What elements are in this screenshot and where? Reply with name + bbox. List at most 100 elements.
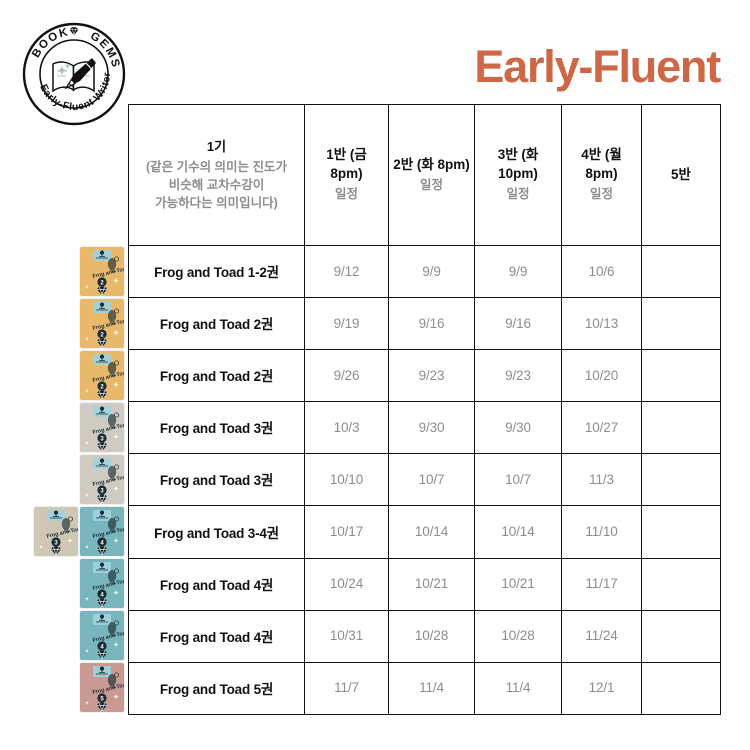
page-title: Early-Fluent: [474, 41, 721, 92]
schedule-date-cell: 10/3: [304, 401, 389, 455]
schedule-date: 10/6: [588, 263, 615, 279]
book-cover-thumbnail: Frog and Toad 3: [34, 507, 78, 556]
book-title: Frog and Toad 3-4권: [154, 525, 279, 541]
schedule-date: 10/7: [418, 471, 445, 487]
schedule-date-cell: 10/13: [561, 297, 642, 351]
schedule-date-cell: 10/14: [474, 505, 562, 559]
schedule-date-cell: [641, 401, 721, 455]
table-row: Frog and Toad 4권 10/24 10/21 10/21 11/17: [128, 557, 721, 611]
schedule-date: 11/7: [334, 680, 359, 696]
schedule-date-cell: 11/3: [561, 453, 642, 507]
schedule-date-cell: 9/16: [474, 297, 562, 351]
table-row: Frog and Toad 2권 9/26 9/23 9/23 10/20: [128, 349, 721, 403]
schedule-date-cell: 9/16: [388, 297, 475, 351]
svg-text:2: 2: [100, 332, 104, 338]
svg-text:4: 4: [100, 540, 104, 546]
schedule-date-cell: 9/9: [474, 244, 562, 299]
schedule-date-cell: 10/21: [388, 557, 475, 611]
schedule-date-cell: 10/6: [561, 244, 642, 299]
svg-text:5: 5: [100, 696, 104, 702]
schedule-date-cell: 10/28: [388, 609, 475, 663]
class4-sub: 일정: [589, 186, 613, 201]
diamond-icon: [96, 546, 108, 556]
schedule-date: 10/20: [584, 367, 619, 383]
schedule-date: 10/14: [501, 524, 535, 540]
column-header-class1: 1반 (금 8pm) 일정: [304, 104, 389, 246]
table-row: Frog and Toad 3권 10/10 10/7 10/7 11/3: [128, 453, 721, 507]
svg-text:Frog and Toad: Frog and Toad: [92, 682, 124, 696]
column-header-book: 1기 (같은 기수의 의미는 진도가 비슷해 교차수강이 가능하다는 의미입니다…: [128, 104, 305, 246]
schedule-date-cell: 11/17: [561, 557, 642, 611]
diamond-icon: [96, 650, 108, 660]
schedule-date-cell: 11/4: [474, 661, 562, 715]
schedule-date-cell: 9/9: [388, 244, 475, 299]
schedule-date-cell: 10/20: [561, 349, 642, 403]
book-title-cell: Frog and Toad 2권: [128, 349, 305, 403]
schedule-date-cell: 10/10: [304, 453, 389, 507]
svg-text:2: 2: [100, 280, 104, 286]
book-cover-thumbnail: Frog and Toad 4: [80, 559, 124, 608]
class2-name: 2반 (화 8pm): [393, 156, 470, 172]
book-title: Frog and Toad 5권: [159, 681, 274, 697]
book-title: Frog and Toad 3권: [159, 421, 274, 437]
schedule-date-cell: 11/24: [561, 609, 642, 663]
column-header-class5: 5반: [641, 104, 721, 246]
schedule-date: 11/24: [585, 628, 618, 644]
schedule-date-cell: 10/7: [388, 453, 475, 507]
class4-name: 4반 (월 8pm): [581, 147, 622, 181]
book-title: Frog and Toad 2권: [159, 369, 274, 385]
book-cover-thumbnail: Frog and Toad 5: [80, 663, 124, 712]
schedule-date: 10/7: [505, 471, 531, 487]
svg-text:Frog and Toad: Frog and Toad: [92, 578, 124, 592]
table-row: Frog and Toad 5권 11/7 11/4 11/4 12/1: [128, 661, 721, 715]
book-cover-thumbnail: Frog and Toad 3: [80, 455, 124, 504]
diamond-icon: [96, 338, 108, 348]
book-cover-thumbnail: Frog and Toad 2: [80, 351, 124, 400]
class5-name: 5반: [671, 166, 691, 182]
schedule-date: 9/9: [508, 263, 528, 279]
book-title-cell: Frog and Toad 2권: [128, 297, 305, 351]
schedule-date: 10/21: [414, 576, 449, 592]
book-gems-logo-icon: BOOK GEMS Early-Fluent Writer: [22, 22, 126, 126]
schedule-date: 11/17: [585, 576, 618, 592]
schedule-date: 10/24: [329, 576, 364, 592]
cohort-note: (같은 기수의 의미는 진도가 비슷해 교차수강이 가능하다는 의미입니다): [145, 159, 288, 210]
schedule-date: 11/4: [419, 680, 444, 696]
brand-logo: BOOK GEMS Early-Fluent Writer: [22, 22, 126, 126]
book-cover-thumbnail: Frog and Toad 2: [80, 299, 124, 348]
svg-text:4: 4: [100, 644, 104, 650]
book-cover-thumbnail: Frog and Toad 2: [80, 247, 124, 296]
schedule-date-cell: 10/17: [304, 505, 389, 559]
class-schedule-table: 1기 (같은 기수의 의미는 진도가 비슷해 교차수강이 가능하다는 의미입니다…: [128, 104, 721, 715]
schedule-date-cell: 9/23: [474, 349, 562, 403]
diamond-icon: [96, 286, 108, 296]
schedule-date: 10/14: [414, 524, 449, 540]
schedule-date-cell: [641, 297, 721, 351]
schedule-date-cell: 10/28: [474, 609, 562, 663]
schedule-date-cell: [641, 453, 721, 507]
class1-sub: 일정: [334, 186, 358, 201]
schedule-date-cell: [641, 557, 721, 611]
schedule-date: 9/19: [333, 315, 360, 331]
cohort-title: 1기: [206, 139, 227, 155]
schedule-date: 9/9: [422, 263, 441, 279]
column-header-class2: 2반 (화 8pm) 일정: [388, 104, 475, 246]
table-body: Frog and Toad 1-2권 9/12 9/9 9/9 10/6 Frog and…: [128, 244, 721, 715]
schedule-date: 9/30: [418, 419, 445, 435]
book-title-cell: Frog and Toad 3권: [128, 453, 305, 507]
book-title: Frog and Toad 2권: [159, 317, 274, 333]
schedule-date-cell: [641, 609, 721, 663]
diamond-icon: [96, 494, 108, 504]
book-title: Frog and Toad 4권: [159, 629, 274, 645]
schedule-date-cell: 12/1: [561, 661, 642, 715]
book-cover-thumbnail: Frog and Toad 4: [80, 507, 124, 556]
book-title: Frog and Toad 1-2권: [154, 265, 279, 281]
svg-text:Frog and Toad: Frog and Toad: [92, 318, 124, 332]
book-title-cell: Frog and Toad 3권: [128, 401, 305, 455]
schedule-date: 10/21: [501, 576, 535, 592]
column-header-class4: 4반 (월 8pm) 일정: [561, 104, 642, 246]
svg-text:Frog and Toad: Frog and Toad: [46, 526, 78, 540]
schedule-date: 11/10: [585, 524, 618, 540]
schedule-date-cell: 10/14: [388, 505, 475, 559]
column-header-class3: 3반 (화 10pm) 일정: [474, 104, 562, 246]
